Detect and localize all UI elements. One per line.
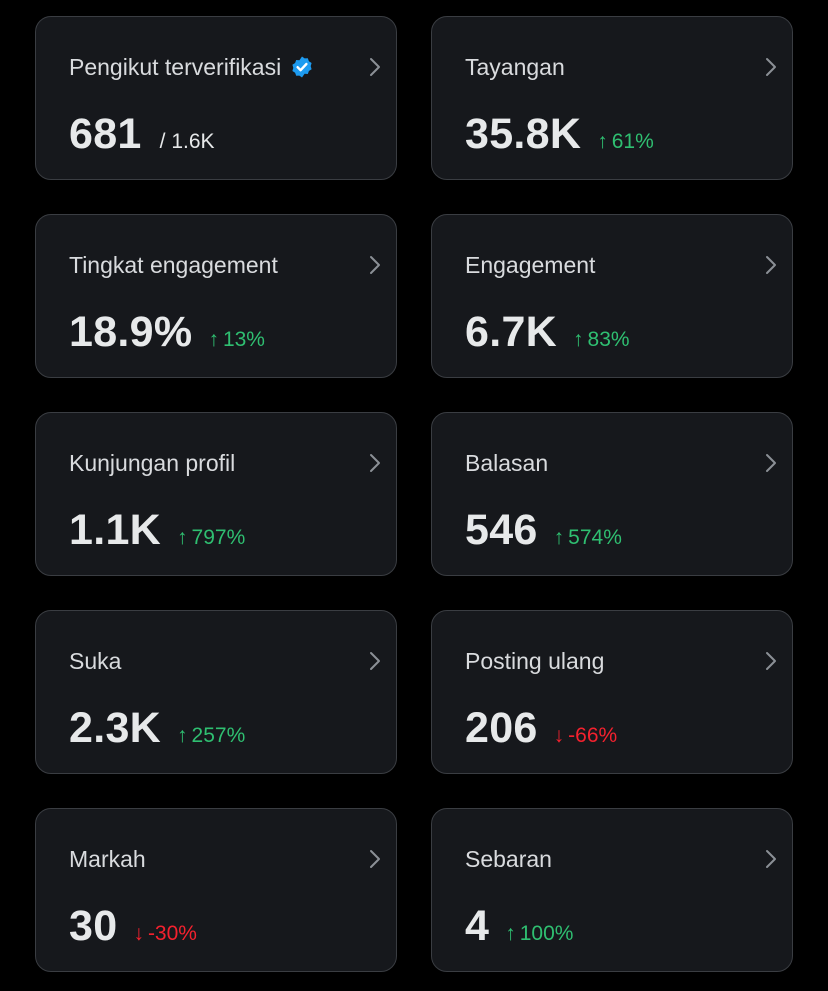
chevron-right-icon (370, 256, 380, 274)
metric-delta-value: 257% (191, 724, 246, 747)
metric-label: Suka (69, 648, 122, 674)
metric-delta-value: 61% (611, 130, 654, 153)
metric-label-row: Suka (69, 645, 121, 677)
metric-value: 681 (69, 110, 142, 158)
metric-delta-value: -66% (568, 724, 618, 747)
metric-delta: ↑ 83% (573, 328, 630, 352)
metric-value: 35.8K (465, 110, 582, 158)
chevron-right-icon (370, 58, 380, 76)
chevron-right-icon (370, 454, 380, 472)
metric-total: / 1.6K (159, 130, 215, 153)
metric-label-row: Markah (69, 843, 146, 875)
metric-delta-value: 100% (519, 922, 574, 945)
arrow-up-icon: ↑ (208, 328, 219, 351)
metric-delta-value: 83% (587, 328, 630, 351)
metric-delta-value: -30% (147, 922, 197, 945)
arrow-up-icon: ↑ (177, 526, 188, 549)
metric-card-reposts[interactable]: Posting ulang 206 ↓ -66% (431, 610, 793, 774)
metric-card-likes[interactable]: Suka 2.3K ↑ 257% (35, 610, 397, 774)
metric-delta-value: 13% (222, 328, 265, 351)
metric-label: Balasan (465, 450, 549, 476)
metric-delta-value: 574% (568, 526, 622, 549)
chevron-right-icon (766, 454, 776, 472)
verified-badge-icon (290, 55, 314, 79)
metric-card-replies[interactable]: Balasan 546 ↑ 574% (431, 412, 793, 576)
metric-card-shares[interactable]: Sebaran 4 ↑ 100% (431, 808, 793, 972)
metric-value: 206 (465, 704, 538, 752)
metric-label: Tayangan (465, 54, 565, 80)
metric-label: Engagement (465, 252, 596, 278)
metric-value: 4 (465, 902, 490, 950)
metric-card-verified-followers[interactable]: Pengikut terverifikasi 681 / 1.6K (35, 16, 397, 180)
analytics-metric-grid: Pengikut terverifikasi 681 / 1.6K Tayang… (35, 16, 793, 972)
metric-delta: ↓ -66% (554, 724, 618, 748)
chevron-right-icon (370, 652, 380, 670)
metric-label-row: Engagement (465, 249, 595, 281)
chevron-right-icon (766, 58, 776, 76)
metric-card-engagement-rate[interactable]: Tingkat engagement 18.9% ↑ 13% (35, 214, 397, 378)
arrow-down-icon: ↓ (133, 922, 144, 945)
metric-delta: ↑ 13% (208, 328, 265, 352)
metric-value: 1.1K (69, 506, 162, 554)
metric-value: 18.9% (69, 308, 193, 356)
metric-label-row: Posting ulang (465, 645, 604, 677)
arrow-up-icon: ↑ (597, 130, 608, 153)
metric-value-row: 4 ↑ 100% (465, 901, 573, 951)
metric-value-row: 681 / 1.6K (69, 109, 215, 159)
metric-delta: ↑ 257% (177, 724, 245, 748)
arrow-up-icon: ↑ (553, 526, 565, 549)
metric-delta: ↓ -30% (133, 922, 197, 946)
chevron-right-icon (766, 652, 776, 670)
metric-label: Posting ulang (465, 648, 605, 674)
metric-value-row: 2.3K ↑ 257% (69, 703, 245, 753)
arrow-up-icon: ↑ (573, 328, 584, 351)
chevron-right-icon (370, 850, 380, 868)
arrow-down-icon: ↓ (553, 724, 565, 747)
chevron-right-icon (766, 850, 776, 868)
metric-value-row: 35.8K ↑ 61% (465, 109, 654, 159)
metric-label: Kunjungan profil (69, 450, 236, 476)
metric-card-engagement[interactable]: Engagement 6.7K ↑ 83% (431, 214, 793, 378)
metric-value-row: 30 ↓ -30% (69, 901, 197, 951)
metric-card-profile-visits[interactable]: Kunjungan profil 1.1K ↑ 797% (35, 412, 397, 576)
metric-value: 2.3K (69, 704, 162, 752)
metric-value: 30 (69, 902, 118, 950)
metric-label-row: Sebaran (465, 843, 552, 875)
arrow-up-icon: ↑ (505, 922, 516, 945)
metric-value-row: 1.1K ↑ 797% (69, 505, 245, 555)
metric-card-impressions[interactable]: Tayangan 35.8K ↑ 61% (431, 16, 793, 180)
metric-value-row: 546 ↑ 574% (465, 505, 622, 555)
metric-value: 546 (465, 506, 538, 554)
metric-delta: ↑ 574% (554, 526, 622, 550)
arrow-up-icon: ↑ (177, 724, 188, 747)
metric-label-row: Balasan (465, 447, 548, 479)
metric-label-row: Pengikut terverifikasi (69, 51, 314, 83)
metric-label: Sebaran (465, 846, 552, 872)
metric-label-row: Tingkat engagement (69, 249, 278, 281)
metric-value-row: 6.7K ↑ 83% (465, 307, 630, 357)
metric-delta: ↑ 100% (505, 922, 573, 946)
metric-value-row: 206 ↓ -66% (465, 703, 617, 753)
metric-card-bookmarks[interactable]: Markah 30 ↓ -30% (35, 808, 397, 972)
metric-value-row: 18.9% ↑ 13% (69, 307, 265, 357)
metric-delta: ↑ 61% (597, 130, 654, 154)
metric-delta: ↑ 797% (177, 526, 245, 550)
metric-label-row: Kunjungan profil (69, 447, 235, 479)
metric-label: Pengikut terverifikasi (69, 54, 282, 80)
metric-label-row: Tayangan (465, 51, 565, 83)
chevron-right-icon (766, 256, 776, 274)
metric-label: Markah (69, 846, 146, 872)
metric-value: 6.7K (465, 308, 558, 356)
metric-delta-value: 797% (191, 526, 246, 549)
metric-label: Tingkat engagement (69, 252, 278, 278)
